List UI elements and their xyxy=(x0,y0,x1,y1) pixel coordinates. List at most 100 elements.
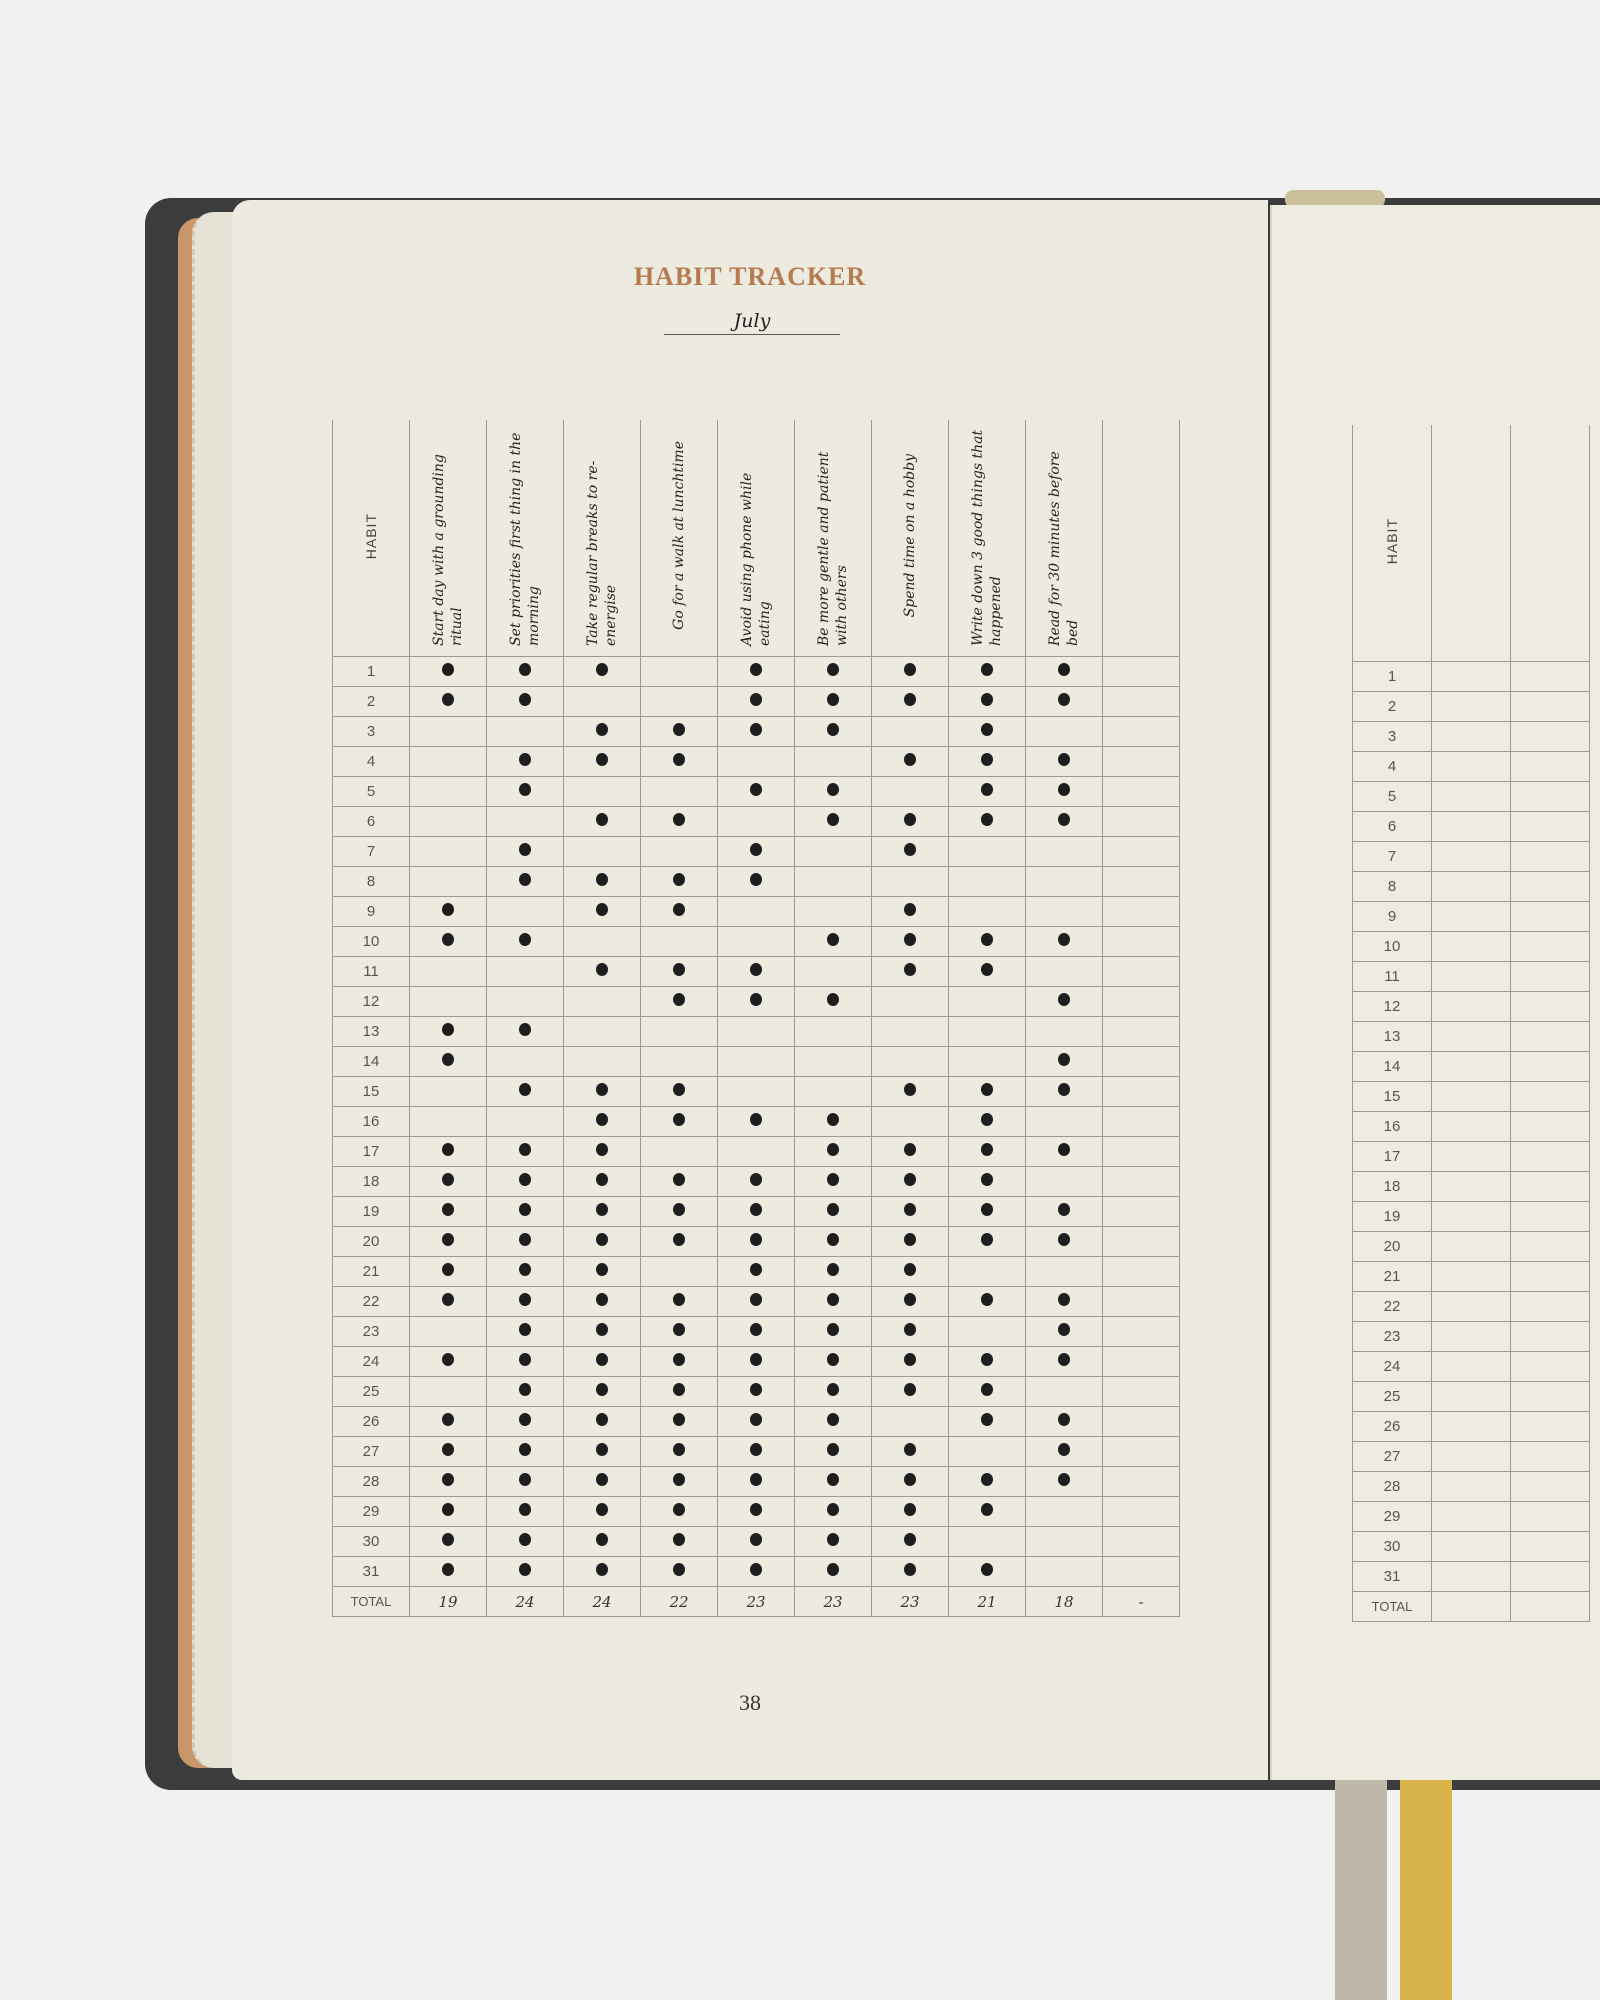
habit-cell[interactable] xyxy=(1025,686,1103,717)
habit-cell[interactable] xyxy=(1025,1436,1103,1467)
habit-cell[interactable] xyxy=(717,1196,795,1227)
habit-cell[interactable] xyxy=(948,806,1026,837)
habit-cell[interactable] xyxy=(1025,746,1103,777)
habit-cell[interactable] xyxy=(948,1076,1026,1107)
habit-cell[interactable] xyxy=(486,866,564,897)
habit-cell[interactable] xyxy=(717,746,795,777)
habit-cell[interactable] xyxy=(409,1556,487,1587)
habit-cell[interactable] xyxy=(640,986,718,1017)
habit-cell[interactable] xyxy=(1510,1531,1590,1562)
habit-cell[interactable] xyxy=(486,1526,564,1557)
habit-cell[interactable] xyxy=(1510,1321,1590,1352)
habit-cell[interactable] xyxy=(563,806,641,837)
habit-cell[interactable] xyxy=(717,926,795,957)
habit-cell[interactable] xyxy=(409,746,487,777)
habit-cell[interactable] xyxy=(640,806,718,837)
habit-cell[interactable] xyxy=(563,1046,641,1077)
habit-cell[interactable] xyxy=(563,1436,641,1467)
habit-cell[interactable] xyxy=(640,1556,718,1587)
habit-cell[interactable] xyxy=(563,1136,641,1167)
habit-cell[interactable] xyxy=(794,1226,872,1257)
habit-cell[interactable] xyxy=(1510,1081,1590,1112)
habit-cell[interactable] xyxy=(409,1316,487,1347)
habit-cell[interactable] xyxy=(1431,691,1511,722)
habit-cell[interactable] xyxy=(486,746,564,777)
habit-cell[interactable] xyxy=(948,1106,1026,1137)
habit-cell[interactable] xyxy=(948,1316,1026,1347)
habit-cell[interactable] xyxy=(563,1196,641,1227)
habit-cell[interactable] xyxy=(640,1076,718,1107)
habit-cell[interactable] xyxy=(563,1346,641,1377)
habit-cell[interactable] xyxy=(1025,1166,1103,1197)
habit-cell[interactable] xyxy=(794,926,872,957)
habit-cell[interactable] xyxy=(486,1556,564,1587)
habit-cell[interactable] xyxy=(409,1196,487,1227)
habit-cell[interactable] xyxy=(871,926,949,957)
habit-cell[interactable] xyxy=(640,1046,718,1077)
habit-cell[interactable] xyxy=(409,866,487,897)
habit-cell[interactable] xyxy=(486,1046,564,1077)
habit-cell[interactable] xyxy=(640,1136,718,1167)
habit-cell[interactable] xyxy=(486,1136,564,1167)
habit-cell[interactable] xyxy=(1510,721,1590,752)
habit-cell[interactable] xyxy=(1431,1471,1511,1502)
habit-cell[interactable] xyxy=(1431,871,1511,902)
habit-cell[interactable] xyxy=(717,1256,795,1287)
habit-cell[interactable] xyxy=(794,866,872,897)
habit-cell[interactable] xyxy=(1510,691,1590,722)
habit-cell[interactable] xyxy=(871,716,949,747)
habit-cell[interactable] xyxy=(948,836,1026,867)
habit-cell[interactable] xyxy=(794,1346,872,1377)
habit-cell[interactable] xyxy=(640,1466,718,1497)
habit-cell[interactable] xyxy=(1510,1411,1590,1442)
habit-cell[interactable] xyxy=(486,1256,564,1287)
habit-cell[interactable] xyxy=(794,776,872,807)
habit-cell[interactable] xyxy=(1025,716,1103,747)
habit-cell[interactable] xyxy=(871,686,949,717)
habit-cell[interactable] xyxy=(409,1076,487,1107)
habit-cell[interactable] xyxy=(717,1046,795,1077)
habit-cell[interactable] xyxy=(1431,811,1511,842)
habit-cell[interactable] xyxy=(794,1556,872,1587)
habit-cell[interactable] xyxy=(1510,1231,1590,1262)
habit-cell[interactable] xyxy=(1025,1316,1103,1347)
habit-cell[interactable] xyxy=(871,1466,949,1497)
habit-cell[interactable] xyxy=(486,1286,564,1317)
habit-cell[interactable] xyxy=(563,1256,641,1287)
habit-cell[interactable] xyxy=(948,686,1026,717)
habit-cell[interactable] xyxy=(640,1316,718,1347)
habit-cell[interactable] xyxy=(486,1196,564,1227)
habit-cell[interactable] xyxy=(486,1226,564,1257)
habit-cell[interactable] xyxy=(1025,1496,1103,1527)
habit-cell[interactable] xyxy=(1431,1441,1511,1472)
habit-cell[interactable] xyxy=(486,806,564,837)
habit-cell[interactable] xyxy=(717,1286,795,1317)
habit-cell[interactable] xyxy=(871,1136,949,1167)
habit-cell[interactable] xyxy=(1431,1381,1511,1412)
habit-cell[interactable] xyxy=(871,1436,949,1467)
habit-cell[interactable] xyxy=(794,896,872,927)
habit-cell[interactable] xyxy=(717,716,795,747)
habit-cell[interactable] xyxy=(1025,986,1103,1017)
habit-cell[interactable] xyxy=(948,1286,1026,1317)
habit-cell[interactable] xyxy=(409,1406,487,1437)
habit-cell[interactable] xyxy=(871,1256,949,1287)
habit-cell[interactable] xyxy=(486,1436,564,1467)
habit-cell[interactable] xyxy=(1025,956,1103,987)
habit-cell[interactable] xyxy=(794,746,872,777)
habit-cell[interactable] xyxy=(948,656,1026,687)
habit-cell[interactable] xyxy=(409,1376,487,1407)
habit-cell[interactable] xyxy=(640,896,718,927)
habit-cell[interactable] xyxy=(486,686,564,717)
habit-cell[interactable] xyxy=(486,926,564,957)
habit-cell[interactable] xyxy=(948,1496,1026,1527)
habit-cell[interactable] xyxy=(1510,961,1590,992)
habit-cell[interactable] xyxy=(409,1046,487,1077)
habit-cell[interactable] xyxy=(717,1436,795,1467)
habit-cell[interactable] xyxy=(1431,931,1511,962)
habit-cell[interactable] xyxy=(794,1016,872,1047)
habit-cell[interactable] xyxy=(717,1496,795,1527)
habit-cell[interactable] xyxy=(1510,1171,1590,1202)
habit-cell[interactable] xyxy=(1510,931,1590,962)
habit-cell[interactable] xyxy=(1431,1231,1511,1262)
